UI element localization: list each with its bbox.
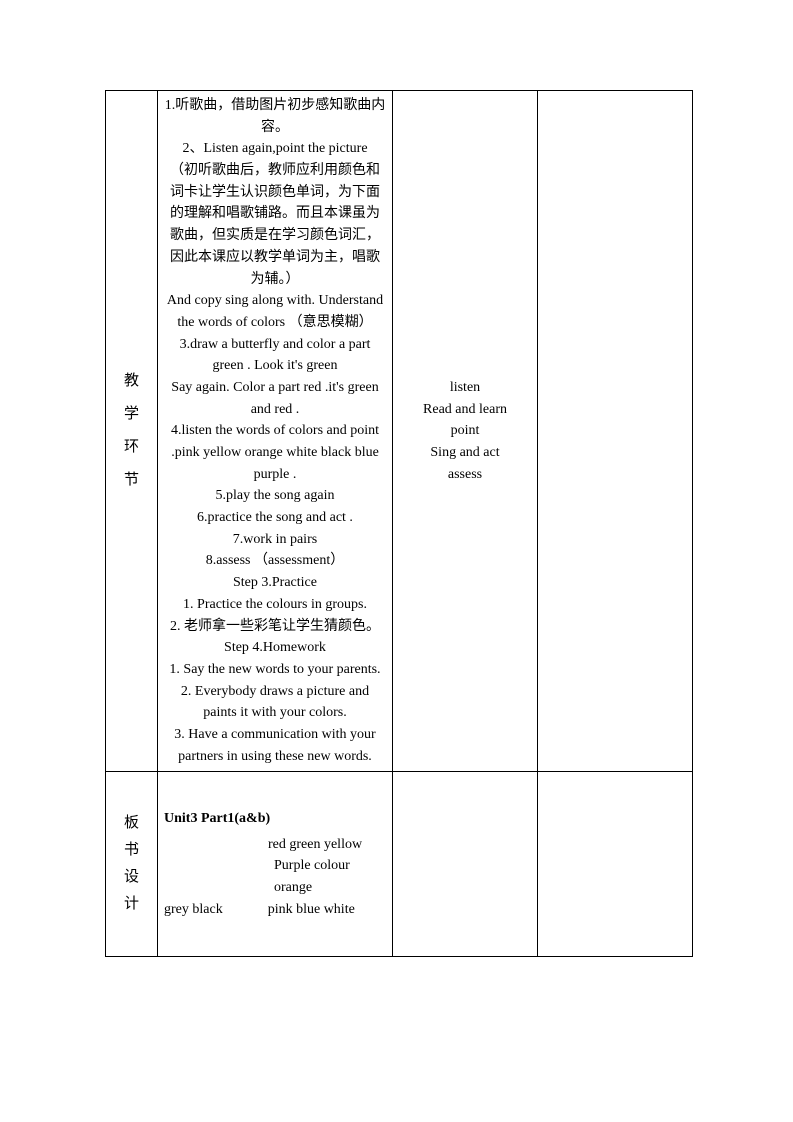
- main-line: 3. Have a communication with your partne…: [164, 724, 386, 767]
- main-line: Step 4.Homework: [164, 637, 386, 659]
- label-char: 设: [124, 864, 139, 891]
- board-line: red green yellow: [268, 834, 386, 856]
- board-line3b: pink blue white: [268, 902, 355, 917]
- main-line: 1. Practice the colours in groups.: [164, 594, 386, 616]
- main-line: 8.assess （assessment）: [164, 550, 386, 572]
- row1-main-cell: 1.听歌曲，借助图片初步感知歌曲内容。 2、Listen again,point…: [158, 91, 393, 772]
- main-line: 2. 老师拿一些彩笔让学生猜颜色。: [164, 616, 386, 638]
- main-line: 5.play the song again: [164, 485, 386, 507]
- label-char: 板: [124, 810, 139, 837]
- row-board-design: 板 书 设 计 Unit3 Part1(a&b) red green yello…: [106, 772, 693, 957]
- label-char: 教: [124, 365, 139, 398]
- label-char: 节: [124, 464, 139, 497]
- row1-vertical-label: 教 学 环 节: [112, 365, 151, 497]
- main-line: Say again. Color a part red .it's green …: [164, 377, 386, 420]
- board-line: Purple colour orange: [274, 855, 386, 898]
- side-line: assess: [399, 464, 531, 486]
- row2-main-cell: Unit3 Part1(a&b) red green yellow Purple…: [158, 772, 393, 957]
- main-line: 7.work in pairs: [164, 529, 386, 551]
- main-line: 1.听歌曲，借助图片初步感知歌曲内容。: [164, 95, 386, 138]
- row2-vertical-label: 板 书 设 计: [112, 810, 151, 918]
- main-line: 1. Say the new words to your parents.: [164, 659, 386, 681]
- main-line: 4.listen the words of colors and point .…: [164, 420, 386, 485]
- board-line3a: grey black: [164, 902, 223, 917]
- side-line: listen: [399, 377, 531, 399]
- label-char: 书: [124, 837, 139, 864]
- label-char: 环: [124, 431, 139, 464]
- board-line3: grey black pink blue white: [164, 899, 386, 921]
- page: 教 学 环 节 1.听歌曲，借助图片初步感知歌曲内容。 2、Listen aga…: [0, 0, 793, 1122]
- side-line: Read and learn: [399, 399, 531, 421]
- main-line: 2、Listen again,point the picture: [164, 138, 386, 160]
- row1-blank-cell: [538, 91, 693, 772]
- main-line: 6.practice the song and act .: [164, 507, 386, 529]
- label-char: 学: [124, 398, 139, 431]
- main-line: 3.draw a butterfly and color a part gree…: [164, 334, 386, 377]
- row2-side-cell: [393, 772, 538, 957]
- row1-label-cell: 教 学 环 节: [106, 91, 158, 772]
- lesson-plan-table: 教 学 环 节 1.听歌曲，借助图片初步感知歌曲内容。 2、Listen aga…: [105, 90, 693, 957]
- main-line: And copy sing along with. Understand the…: [164, 290, 386, 333]
- row1-side-cell: listen Read and learn point Sing and act…: [393, 91, 538, 772]
- main-line: （初听歌曲后，教师应利用颜色和词卡让学生认识颜色单词，为下面的理解和唱歌铺路。而…: [164, 160, 386, 290]
- board-lines-block: red green yellow Purple colour orange: [226, 834, 386, 899]
- side-line: Sing and act: [399, 442, 531, 464]
- row2-label-cell: 板 书 设 计: [106, 772, 158, 957]
- row2-blank-cell: [538, 772, 693, 957]
- main-line: Step 3.Practice: [164, 572, 386, 594]
- board-title: Unit3 Part1(a&b): [164, 808, 386, 830]
- side-line: point: [399, 420, 531, 442]
- main-line: 2. Everybody draws a picture and paints …: [164, 681, 386, 724]
- label-char: 计: [124, 891, 139, 918]
- row-teaching-steps: 教 学 环 节 1.听歌曲，借助图片初步感知歌曲内容。 2、Listen aga…: [106, 91, 693, 772]
